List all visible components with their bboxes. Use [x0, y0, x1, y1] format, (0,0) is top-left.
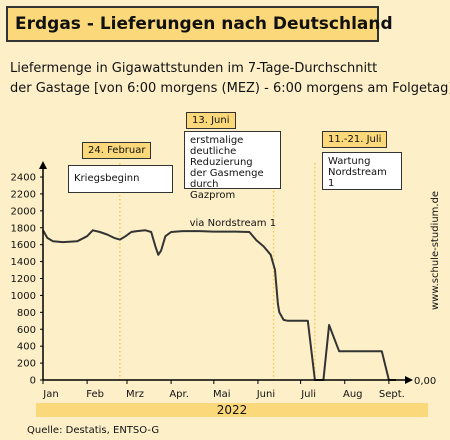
x-tick-label: Juni	[256, 389, 275, 400]
y-tick-label: 1800	[11, 223, 36, 234]
chart-subtitle: Liefermenge in Gigawattstunden im 7-Tage…	[10, 59, 450, 99]
annotation-date-june: 13. Juni	[186, 112, 236, 129]
x-tick-label: Aug	[343, 389, 363, 400]
year-bar: 2022	[36, 403, 428, 417]
y-tick-label: 1400	[11, 257, 36, 268]
subtitle-line-2: der Gastage [von 6:00 morgens (MEZ) - 6:…	[10, 81, 450, 96]
website-label: www.schule-studium.de	[430, 190, 441, 310]
series-label: via Nordstream 1	[190, 218, 276, 229]
series-line-nordstream	[42, 229, 396, 381]
y-tick-label: 1600	[11, 240, 36, 251]
y-tick-label: 600	[17, 325, 36, 336]
x-tick-label: Mai	[213, 389, 231, 400]
annotation-date-july: 11.-21. Juli	[322, 131, 388, 148]
x-axis-ticks: Jan Feb Mrz Apr. Mai Juni Juli Aug Sept.	[42, 380, 405, 400]
annotation-date-feb: 24. Februar	[82, 142, 152, 159]
x-axis-arrow	[405, 376, 413, 384]
y-tick-label: 2000	[11, 206, 36, 217]
line-chart: 0 200 400 600 800 1000 1200 1400 1600 1800 2000 220…	[11, 161, 436, 400]
x-tick-label: Sept.	[379, 389, 405, 400]
y-tick-label: 200	[17, 359, 36, 370]
y-tick-label: 800	[17, 308, 36, 319]
annotation-note-feb: Kriegsbeginn	[68, 165, 173, 193]
y-axis-arrow	[39, 161, 47, 169]
annotation-note-july: Wartung Nordstream 1	[322, 152, 402, 190]
y-tick-label: 1000	[11, 291, 36, 302]
x-tick-label: Feb	[86, 389, 104, 400]
y-axis-ticks: 0 200 400 600 800 1000 1200 1400 1600 1800 2000 220…	[11, 173, 43, 387]
y-tick-label: 0	[30, 376, 36, 387]
y-tick-label: 2400	[11, 173, 36, 184]
annotation-note-june: erstmalige deutliche Reduzierung der Gas…	[184, 131, 281, 201]
x-tick-label: Apr.	[169, 389, 189, 400]
y-tick-label: 1200	[11, 274, 36, 285]
y-tick-label: 400	[17, 342, 36, 353]
y-tick-label: 2200	[11, 189, 36, 200]
x-tick-label: Juli	[300, 389, 316, 400]
subtitle-line-1: Liefermenge in Gigawattstunden im 7-Tage…	[10, 61, 378, 76]
end-value-label: 0,00	[414, 376, 436, 387]
annotation-guides	[119, 163, 316, 380]
source-label: Quelle: Destatis, ENTSO-G	[27, 425, 160, 436]
chart-title: Erdgas - Lieferungen nach Deutschland	[6, 6, 393, 42]
x-tick-label: Mrz	[126, 389, 144, 400]
x-tick-label: Jan	[42, 389, 58, 400]
